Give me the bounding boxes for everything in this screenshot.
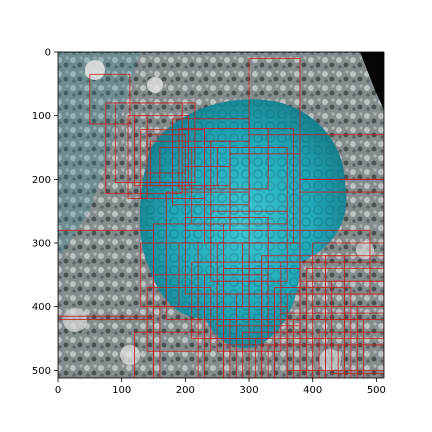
y-tick-label: 200 xyxy=(32,175,51,186)
y-tick-label: 0 xyxy=(45,48,51,59)
x-tick-label: 300 xyxy=(239,385,258,396)
lichen-rock-photo xyxy=(58,52,384,378)
x-tick-label: 0 xyxy=(55,385,61,396)
y-tick-label: 300 xyxy=(32,239,51,250)
x-tick-label: 100 xyxy=(112,385,131,396)
y-tick-label: 100 xyxy=(32,111,51,122)
x-axis: 0 100 200 300 400 500 xyxy=(55,378,386,396)
y-tick-label: 500 xyxy=(32,366,51,377)
x-tick-label: 500 xyxy=(367,385,386,396)
x-tick-label: 200 xyxy=(176,385,195,396)
y-axis: 0 100 200 300 400 500 xyxy=(32,48,58,377)
y-tick-label: 400 xyxy=(32,302,51,313)
x-tick-label: 400 xyxy=(303,385,322,396)
